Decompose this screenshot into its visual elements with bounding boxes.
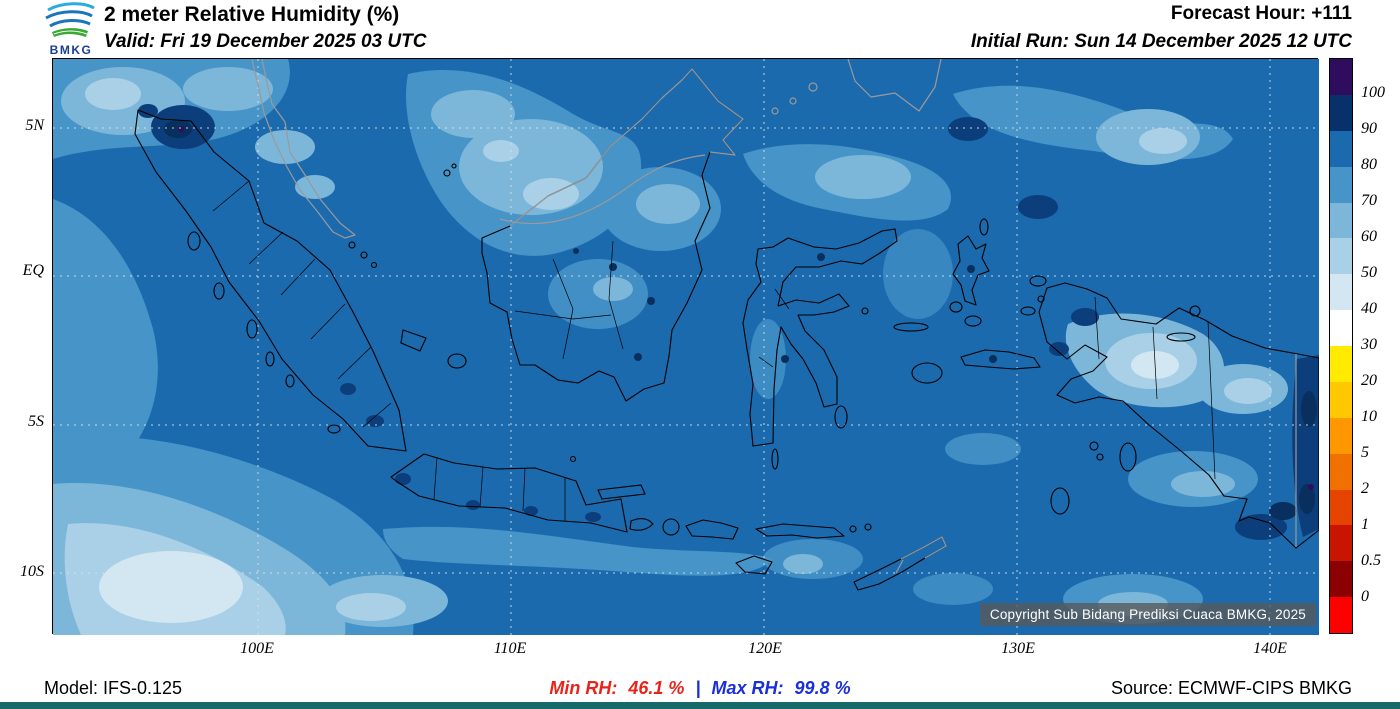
lat-label-5s: 5S [28, 413, 44, 430]
colorbar-segment [1330, 274, 1352, 311]
colorbar-label: 80 [1361, 156, 1377, 173]
bmkg-logo-text: BMKG [49, 43, 93, 57]
colorbar-label: 0 [1361, 588, 1369, 605]
halmahera-coastline [952, 235, 990, 306]
timor-leste-coastline [895, 536, 947, 574]
rh-minmax: Min RH: 46.1 % | Max RH: 99.8 % [0, 678, 1400, 699]
lombok-coastline [662, 518, 680, 536]
colorbar-segment [1330, 59, 1352, 95]
flores-coastline [755, 523, 845, 539]
lat-label-5n: 5N [25, 117, 44, 134]
colorbar-label: 0.5 [1361, 552, 1381, 569]
madura-coastline [597, 484, 646, 500]
lon-label-140e: 140E [1253, 640, 1287, 657]
colorbar-segment [1330, 597, 1352, 633]
colorbar-segment [1330, 202, 1352, 239]
min-rh-label: Min RH: [549, 678, 618, 698]
colorbar-label: 30 [1361, 336, 1377, 353]
sulawesi-coastline [742, 228, 898, 447]
lon-label-100e: 100E [240, 640, 274, 657]
colorbar-segment [1330, 94, 1352, 131]
malaysia-borneo-coastline [509, 68, 744, 227]
colorbar-label: 5 [1361, 444, 1369, 461]
sumba-coastline [735, 555, 773, 575]
initial-run: Initial Run: Sun 14 December 2025 12 UTC [970, 31, 1352, 52]
foreign-coastlines [251, 58, 1297, 574]
province-borders [212, 180, 1216, 521]
source-label: Source: ECMWF-CIPS BMKG [1110, 678, 1352, 698]
papua-coastline [1038, 282, 1320, 549]
seram-coastline [960, 349, 1041, 370]
lon-label-130e: 130E [1001, 640, 1035, 657]
colorbar-label: 40 [1361, 300, 1377, 317]
humidity-field [53, 59, 1319, 635]
colorbar-segment [1330, 489, 1352, 526]
java-coastline [390, 453, 628, 533]
bali-coastline [629, 518, 654, 531]
copyright-badge: Copyright Sub Bidang Prediksi Cuaca BMKG… [979, 603, 1316, 626]
colorbar-label: 50 [1361, 264, 1377, 281]
sumbawa-coastline [685, 519, 739, 540]
max-rh-value: 99.8 % [794, 678, 851, 698]
lon-label-120e: 120E [748, 640, 782, 657]
forecast-hour: Forecast Hour: +111 [1170, 3, 1352, 24]
min-rh-value: 46.1 % [628, 678, 685, 698]
buru-coastline [911, 362, 943, 384]
colorbar-segment [1330, 238, 1352, 275]
colorbar-label: 10 [1361, 408, 1377, 425]
colorbar-label: 2 [1361, 480, 1369, 497]
colorbar-segment [1330, 346, 1352, 382]
malaysia-borneo-border [499, 154, 706, 225]
colorbar-segment [1330, 166, 1352, 203]
colorbar-segment [1330, 525, 1352, 562]
colorbar-labels: 100 90 80 70 60 50 40 30 20 10 5 2 1 0.5 0 [1361, 58, 1400, 634]
page-title: 2 meter Relative Humidity (%) [104, 3, 400, 26]
lat-label-10s: 10S [20, 563, 44, 580]
colorbar-label: 70 [1361, 192, 1377, 209]
humidity-map-svg [53, 58, 1320, 635]
gridlines [53, 59, 1319, 635]
valid-time: Valid: Fri 19 December 2025 03 UTC [104, 31, 427, 52]
bmkg-logo-icon [45, 2, 95, 37]
lat-label-eq: EQ [22, 262, 44, 279]
colorbar-segment [1330, 130, 1352, 167]
map-canvas [52, 58, 1320, 635]
colorbar-label: 100 [1361, 84, 1385, 101]
indonesia-coastlines [134, 68, 1320, 591]
colorbar-segment [1330, 453, 1352, 490]
philippines-coastline [847, 58, 942, 112]
colorbar-segment [1330, 381, 1352, 418]
colorbar-segment [1330, 310, 1352, 346]
colorbar-label: 90 [1361, 120, 1377, 137]
malay-peninsula-coastline [251, 58, 356, 239]
model-label: Model: IFS-0.125 [44, 678, 183, 698]
colorbar-label: 20 [1361, 372, 1377, 389]
sumatra-coastline [134, 109, 407, 452]
lon-label-110e: 110E [493, 640, 527, 657]
max-rh-label: Max RH: [711, 678, 784, 698]
colorbar-swatches [1329, 58, 1353, 634]
colorbar-label: 1 [1361, 516, 1369, 533]
colorbar-segment [1330, 561, 1352, 598]
bmkg-logo: BMKG [42, 1, 100, 57]
rh-divider: | [695, 678, 701, 698]
bottom-accent-bar [0, 702, 1400, 709]
colorbar-label: 60 [1361, 228, 1377, 245]
colorbar-segment [1330, 417, 1352, 454]
